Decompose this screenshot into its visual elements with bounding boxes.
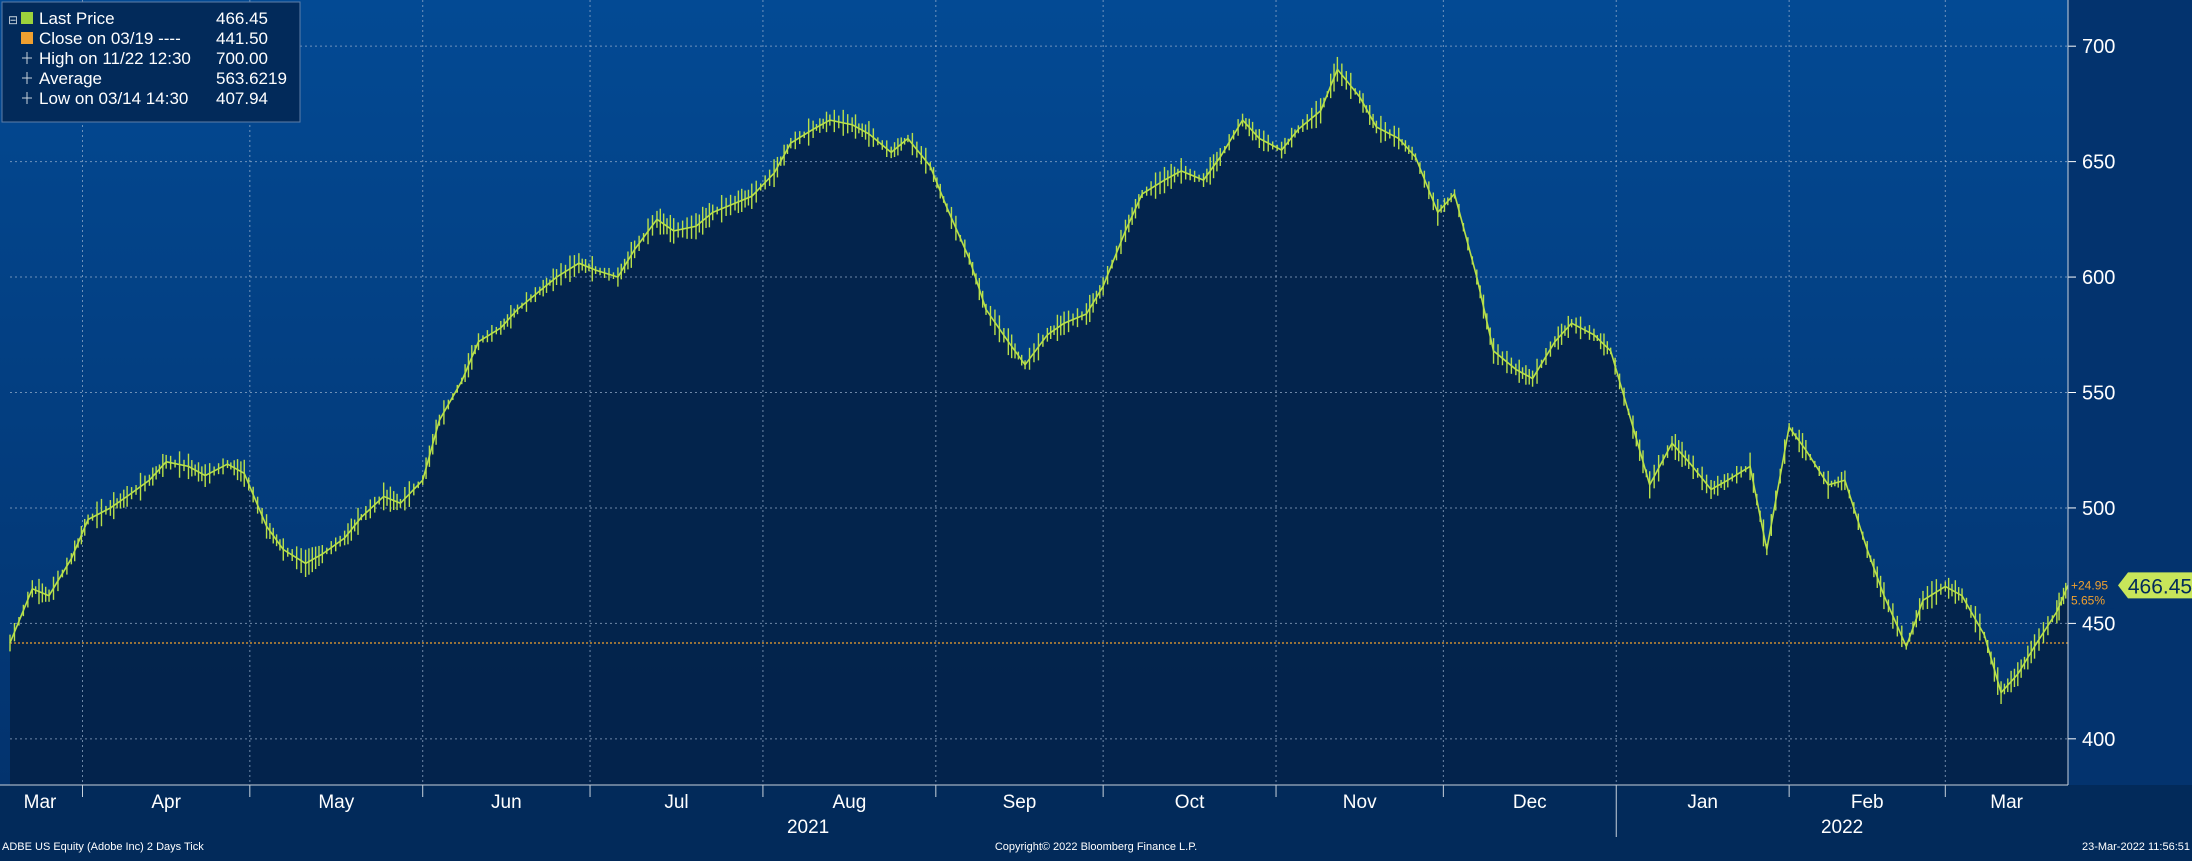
price-area-fill bbox=[10, 69, 2068, 786]
legend-label: High on 11/22 12:30 bbox=[39, 49, 191, 68]
y-tick-label: 450 bbox=[2082, 613, 2115, 635]
footer-timestamp: 23-Mar-2022 11:56:51 bbox=[2082, 841, 2190, 853]
change-box bbox=[2070, 578, 2114, 609]
legend-marker bbox=[21, 32, 33, 44]
x-month-label: Jun bbox=[491, 792, 522, 813]
footer-copyright: Copyright© 2022 Bloomberg Finance L.P. bbox=[995, 841, 1197, 853]
legend-value: 407.94 bbox=[216, 89, 268, 108]
footer-background bbox=[0, 785, 2192, 856]
x-year-label: 2021 bbox=[787, 817, 829, 838]
x-month-label: Sep bbox=[1003, 792, 1037, 813]
change-value: +24.95 bbox=[2071, 578, 2108, 592]
last-price-tag bbox=[2118, 572, 2192, 599]
x-month-label: Mar bbox=[24, 792, 57, 813]
legend-box bbox=[1, 1, 301, 123]
x-month-label: Feb bbox=[1851, 792, 1884, 813]
y-tick-label: 700 bbox=[2082, 36, 2115, 58]
y-tick-label: 400 bbox=[2082, 729, 2115, 751]
x-month-label: Jan bbox=[1687, 792, 1718, 813]
legend-label: Close on 03/19 ---- bbox=[39, 29, 181, 48]
y-tick-label: 500 bbox=[2082, 498, 2115, 520]
legend-value: 700.00 bbox=[216, 49, 268, 68]
y-tick-label: 550 bbox=[2082, 383, 2115, 405]
axis-background bbox=[2068, 0, 2192, 785]
x-year-label: 2022 bbox=[1821, 817, 1863, 838]
y-tick-label: 600 bbox=[2082, 267, 2115, 289]
legend-marker bbox=[21, 12, 33, 24]
x-month-label: May bbox=[318, 792, 354, 813]
x-month-label: Mar bbox=[1990, 792, 2023, 813]
last-price-tag-value: 466.45 bbox=[2128, 575, 2192, 598]
x-month-label: Nov bbox=[1343, 792, 1377, 813]
legend-value: 466.45 bbox=[216, 9, 268, 28]
x-month-label: Jul bbox=[664, 792, 688, 813]
x-month-label: Dec bbox=[1513, 792, 1547, 813]
x-month-label: Apr bbox=[151, 792, 181, 813]
change-percent: 5.65% bbox=[2071, 593, 2105, 607]
x-month-label: Oct bbox=[1175, 792, 1205, 813]
legend-value: 441.50 bbox=[216, 29, 268, 48]
price-line bbox=[9, 67, 2069, 695]
legend-label: Last Price bbox=[39, 9, 115, 28]
x-month-label: Aug bbox=[832, 792, 866, 813]
legend-value: 563.6219 bbox=[216, 69, 287, 88]
footer-left-text: ADBE US Equity (Adobe Inc) 2 Days Tick bbox=[2, 841, 204, 853]
legend-label: Average bbox=[39, 69, 102, 88]
legend-label: Low on 03/14 14:30 bbox=[39, 89, 188, 108]
y-tick-label: 650 bbox=[2082, 152, 2115, 174]
legend-collapse-icon: ⊟ bbox=[8, 13, 18, 27]
